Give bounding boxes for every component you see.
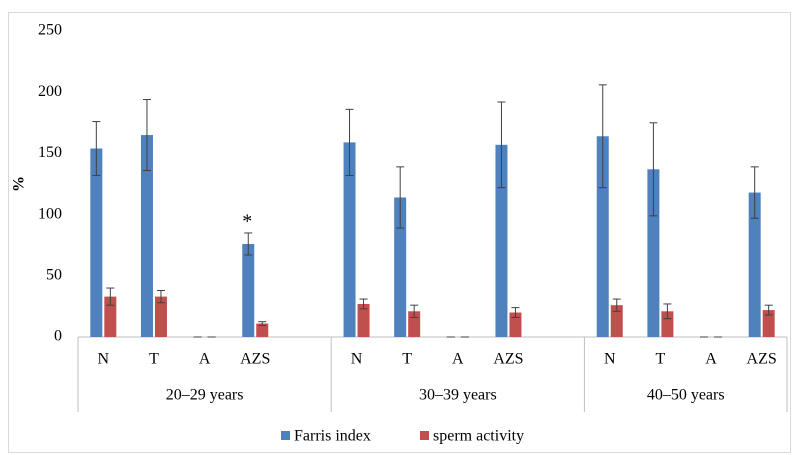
- legend-swatch: [420, 431, 429, 440]
- error-bar: [142, 99, 151, 172]
- y-axis-label: %: [11, 176, 28, 192]
- bar: [509, 312, 522, 337]
- x-tick-label: T: [656, 351, 666, 368]
- bar: [495, 144, 508, 337]
- error-bar: [511, 307, 520, 318]
- bar: [90, 148, 103, 337]
- y-tick-label: 150: [38, 144, 62, 161]
- y-tick-label: 0: [54, 328, 62, 345]
- bar: [154, 296, 167, 337]
- bar: [104, 296, 117, 337]
- error-bar: [359, 298, 368, 310]
- bar: [647, 169, 660, 337]
- bar: [661, 311, 674, 337]
- error-bar: [663, 303, 672, 320]
- annotation: *: [242, 211, 252, 233]
- error-bar: [258, 321, 267, 326]
- x-tick-label: AZS: [747, 351, 777, 368]
- x-tick-label: A: [452, 351, 464, 368]
- error-bar: [649, 122, 658, 217]
- error-bar: [612, 298, 621, 312]
- error-bar: [410, 304, 419, 318]
- x-tick-label: N: [98, 351, 110, 368]
- x-tick-label: N: [604, 351, 616, 368]
- legend-label: Farris index: [294, 428, 371, 445]
- group-label: 30–39 years: [419, 387, 497, 404]
- bar: [140, 135, 153, 337]
- legend-swatch: [281, 431, 290, 440]
- bar: [343, 142, 356, 337]
- bar: [357, 303, 370, 337]
- x-tick-label: T: [149, 351, 159, 368]
- error-bar: [750, 166, 759, 219]
- x-tick-label: AZS: [240, 351, 270, 368]
- y-tick-label: 50: [46, 266, 62, 283]
- x-tick-label: A: [199, 351, 211, 368]
- error-bar: [156, 289, 165, 304]
- chart-frame: [8, 12, 791, 453]
- y-tick-label: 250: [38, 22, 62, 39]
- bar: [596, 136, 609, 337]
- bar: [748, 192, 761, 337]
- error-bar: [92, 121, 101, 176]
- bar: [242, 243, 255, 337]
- x-tick-label: AZS: [493, 351, 523, 368]
- bar: [610, 305, 623, 337]
- bar: [256, 323, 269, 337]
- error-bar: [244, 232, 253, 256]
- error-bar: [497, 101, 506, 189]
- group-label: 20–29 years: [166, 387, 244, 404]
- bar: [762, 310, 775, 337]
- error-bar: [106, 287, 115, 306]
- error-bar: [764, 304, 773, 316]
- group-label: 40–50 years: [647, 387, 725, 404]
- bar: [394, 197, 407, 337]
- x-tick-label: A: [705, 351, 717, 368]
- error-bar: [598, 84, 607, 189]
- y-tick-label: 100: [38, 205, 62, 222]
- error-bar: [396, 166, 405, 229]
- error-bar: [345, 108, 354, 176]
- legend-label: sperm activity: [433, 428, 524, 445]
- y-tick-label: 200: [38, 83, 62, 100]
- x-tick-label: N: [351, 351, 363, 368]
- x-tick-label: T: [402, 351, 412, 368]
